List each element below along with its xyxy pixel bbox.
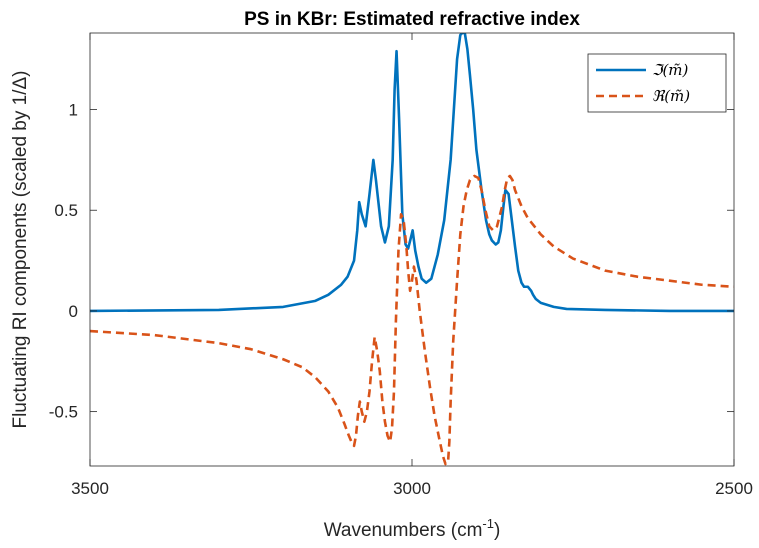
x-axis-title: Wavenumbers (cm-1) <box>324 516 501 541</box>
y-tick-label-0: -0.5 <box>49 403 78 422</box>
y-tick-label-1: 0 <box>69 302 78 321</box>
x-axis-title-suffix: ) <box>494 520 500 541</box>
x-tick-label-1: 3000 <box>393 479 431 498</box>
legend-label-imaginary: ℑ(m̃) <box>652 61 689 79</box>
series-line-0 <box>90 33 734 313</box>
y-tick-label-3: 1 <box>69 101 78 120</box>
x-axis-title-main: Wavenumbers (cm <box>324 520 483 541</box>
legend-box <box>587 53 727 113</box>
legend-label-real: ℜ(m̃) <box>652 87 690 105</box>
y-axis-title: Fluctuating RI components (scaled by 1/Δ… <box>10 70 31 428</box>
tick-layer: 3500 3000 2500 -0.5 0 0.5 1 <box>49 33 753 498</box>
x-tick-label-0: 3500 <box>71 479 109 498</box>
series-line-1 <box>90 174 734 466</box>
chart-title: PS in KBr: Estimated refractive index <box>244 9 580 30</box>
series-layer <box>90 33 734 466</box>
legend: ℑ(m̃) ℜ(m̃) <box>587 53 727 113</box>
x-axis-title-superscript: -1 <box>482 516 494 531</box>
y-tick-label-2: 0.5 <box>54 201 78 220</box>
x-tick-label-2: 2500 <box>715 479 753 498</box>
